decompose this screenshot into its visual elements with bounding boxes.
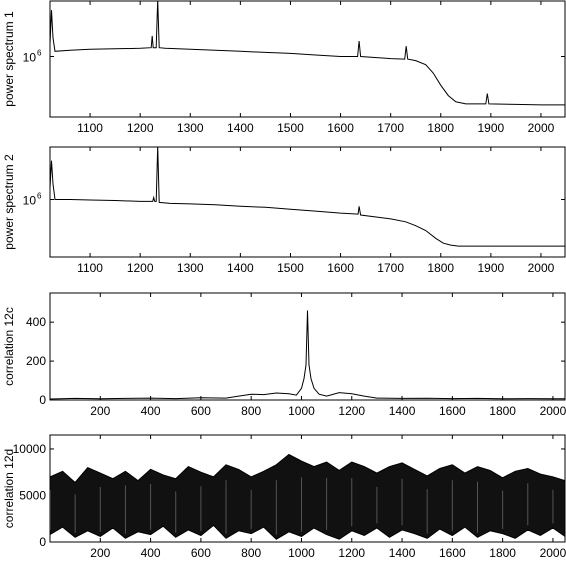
x-tick-label: 1100 bbox=[77, 121, 103, 135]
x-tick-label: 1800 bbox=[427, 121, 454, 135]
x-tick-label: 400 bbox=[141, 546, 161, 560]
chart-panel-1: 1100 1200 1300 1400 1500 1600 1700 1800 1900 2000… bbox=[2, 0, 566, 135]
x-tick-label: 1000 bbox=[288, 546, 315, 560]
plot-frame bbox=[49, 146, 566, 258]
x-tick-label: 1900 bbox=[478, 261, 505, 275]
x-tick-label: 600 bbox=[191, 546, 211, 560]
x-tick-label: 1300 bbox=[177, 261, 204, 275]
x-tick-label: 1800 bbox=[489, 404, 516, 418]
x-tick-label: 1200 bbox=[127, 261, 154, 275]
x-tick-label: 1500 bbox=[277, 121, 304, 135]
x-tick-label: 1600 bbox=[327, 121, 354, 135]
y-axis-label: correlation 12d bbox=[2, 449, 16, 528]
x-tick-label: 1200 bbox=[338, 546, 365, 560]
series-line bbox=[50, 1, 565, 106]
y-tick-exponent: 6 bbox=[37, 49, 42, 58]
x-tick-label: 1200 bbox=[127, 121, 154, 135]
y-axis-label: correlation 12c bbox=[2, 307, 16, 386]
x-tick-label: 1600 bbox=[439, 404, 466, 418]
x-tick-label: 2000 bbox=[540, 404, 566, 418]
x-tick-label: 1600 bbox=[439, 546, 466, 560]
x-tick-label: 1300 bbox=[177, 121, 204, 135]
x-tick-label: 1700 bbox=[377, 121, 404, 135]
x-tick-label: 2000 bbox=[528, 121, 555, 135]
x-tick-label: 1100 bbox=[77, 261, 103, 275]
x-tick-label: 1900 bbox=[478, 121, 505, 135]
x-tick-label: 1400 bbox=[389, 404, 416, 418]
x-tick-label: 1200 bbox=[338, 404, 365, 418]
x-tick-label: 1700 bbox=[377, 261, 404, 275]
series-line bbox=[50, 147, 565, 247]
y-tick-label: 0 bbox=[39, 535, 46, 549]
x-tick-label: 1400 bbox=[227, 121, 254, 135]
x-tick-label: 1400 bbox=[389, 546, 416, 560]
x-tick-label: 1800 bbox=[427, 261, 454, 275]
y-tick-label: 400 bbox=[26, 315, 46, 329]
x-tick-label: 200 bbox=[90, 404, 110, 418]
chart-panel-4: 200 400 600 800 1000 1200 1400 1600 1800 2000 0 500… bbox=[2, 434, 566, 560]
x-tick-label: 600 bbox=[191, 404, 211, 418]
chart-panel-2: 1100 1200 1300 1400 1500 1600 1700 1800 1900 2000… bbox=[2, 146, 566, 275]
y-axis-label: power spectrum 2 bbox=[2, 154, 16, 250]
plot-frame bbox=[49, 292, 566, 401]
x-tick-label: 200 bbox=[90, 546, 110, 560]
y-tick-label: 10 bbox=[23, 51, 37, 65]
series-line bbox=[50, 310, 565, 400]
x-tick-label: 1000 bbox=[288, 404, 315, 418]
plot-frame bbox=[49, 0, 566, 118]
series-envelope bbox=[50, 453, 565, 540]
chart-panel-3: 200 400 600 800 1000 1200 1400 1600 1800 2000 0 200… bbox=[2, 292, 566, 418]
x-tick-label: 1600 bbox=[327, 261, 354, 275]
y-axis-label: power spectrum 1 bbox=[2, 11, 16, 107]
y-tick-label: 10000 bbox=[13, 442, 47, 456]
y-tick-label: 10 bbox=[23, 194, 37, 208]
y-tick-exponent: 6 bbox=[37, 192, 42, 201]
x-tick-label: 1500 bbox=[277, 261, 304, 275]
x-tick-label: 800 bbox=[241, 404, 261, 418]
x-tick-label: 400 bbox=[141, 404, 161, 418]
y-tick-label: 0 bbox=[39, 393, 46, 407]
x-tick-label: 1800 bbox=[489, 546, 516, 560]
x-tick-label: 800 bbox=[241, 546, 261, 560]
y-tick-label: 5000 bbox=[19, 488, 46, 502]
x-tick-label: 1400 bbox=[227, 261, 254, 275]
x-tick-label: 2000 bbox=[528, 261, 555, 275]
x-tick-label: 2000 bbox=[540, 546, 566, 560]
y-tick-label: 200 bbox=[26, 354, 46, 368]
